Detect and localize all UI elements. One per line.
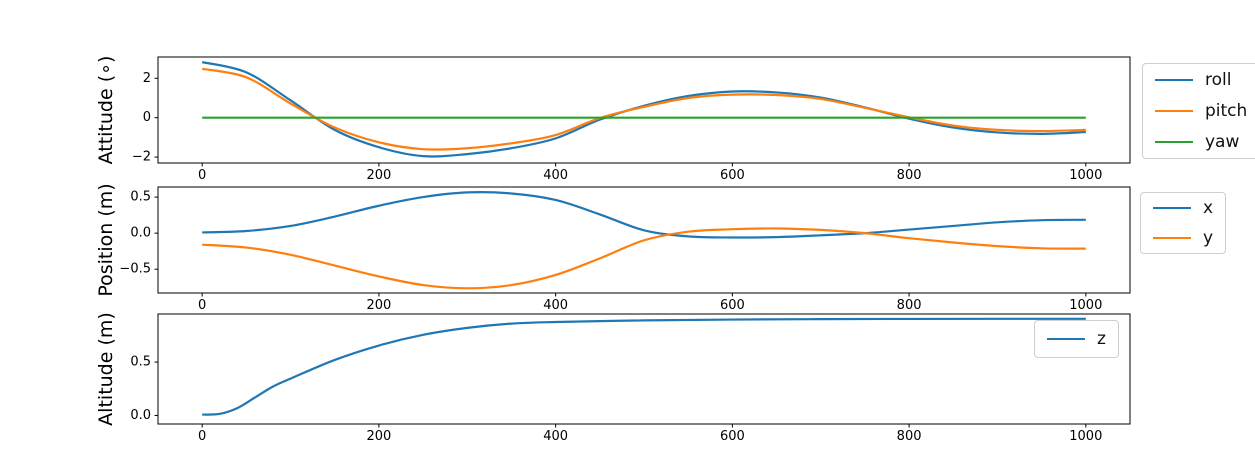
ylabel-altitude: Altitude (m) [95,312,117,426]
x-tick-label: 400 [543,298,568,313]
legend-label-z: z [1097,329,1106,349]
x-tick-label: 200 [366,429,391,444]
z-line-sample [1047,338,1085,340]
x-line-sample [1153,207,1191,209]
x-tick-label: 400 [543,168,568,183]
series-y-line [202,227,1086,290]
x-tick-label: 200 [366,298,391,313]
legend-item-yaw: yaw [1155,132,1255,152]
y-line-sample [1153,237,1191,239]
y-tick-label: 0.0 [130,408,151,423]
legend-position: x y [1140,192,1227,254]
series-x-line [202,191,1086,239]
legend-altitude: z [1034,320,1119,358]
series-roll-line [201,61,1086,158]
axes-frame [157,186,1131,294]
subplot-2: 0 200 400 600 800 1000 0.0 0.5 [130,313,1131,444]
y-tick-label: 0 [143,110,151,125]
x-tick-label: 200 [366,168,391,183]
x-tick-label: 1000 [1069,429,1102,444]
x-tick-label: 1000 [1069,168,1102,183]
roll-line-sample [1155,79,1193,81]
x-tick-label: 600 [720,429,745,444]
x-tick-label: 800 [897,298,922,313]
y-tick-label: 0.0 [130,226,151,241]
legend-item-pitch: pitch [1155,101,1255,121]
x-tick-label: 600 [720,168,745,183]
x-tick-label: 0 [198,168,206,183]
legend-item-roll: roll [1155,70,1255,90]
x-tick-label: 400 [543,429,568,444]
legend-label-pitch: pitch [1205,101,1248,121]
subplot-0: 0 200 400 600 800 1000 −2 0 2 [132,56,1131,183]
legend-label-y: y [1203,228,1214,248]
pitch-line-sample [1155,110,1193,112]
x-tick-label: 800 [897,168,922,183]
legend-label-x: x [1203,198,1214,218]
y-tick-label: 0.5 [130,355,151,370]
legend-item-x: x [1153,198,1213,218]
yaw-line-sample [1155,141,1193,143]
series-pitch-line [201,67,1086,151]
x-tick-label: 1000 [1069,298,1102,313]
axes-frame [157,56,1131,164]
legend-label-yaw: yaw [1205,132,1240,152]
legend-attitude: roll pitch yaw [1142,63,1255,159]
x-tick-label: 0 [198,298,206,313]
subplot-1: 0 200 400 600 800 1000 −0.5 0.0 0.5 [119,186,1131,313]
y-tick-label: −2 [132,150,151,165]
y-tick-label: 2 [143,71,151,86]
legend-label-roll: roll [1205,70,1232,90]
axes-frame [157,313,1131,425]
y-tick-label: 0.5 [130,190,151,205]
y-tick-label: −0.5 [119,262,151,277]
legend-item-z: z [1047,329,1106,349]
x-tick-label: 0 [198,429,206,444]
x-tick-label: 800 [897,429,922,444]
series-z-line [202,317,1086,416]
ylabel-position: Position (m) [95,183,117,297]
x-tick-label: 600 [720,298,745,313]
ylabel-attitude: Attitude (∘) [95,55,117,165]
legend-item-y: y [1153,228,1213,248]
